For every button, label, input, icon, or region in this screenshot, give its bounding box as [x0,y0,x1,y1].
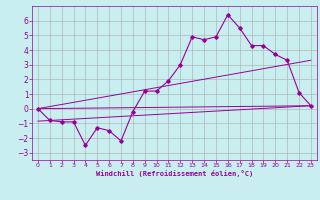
X-axis label: Windchill (Refroidissement éolien,°C): Windchill (Refroidissement éolien,°C) [96,170,253,177]
